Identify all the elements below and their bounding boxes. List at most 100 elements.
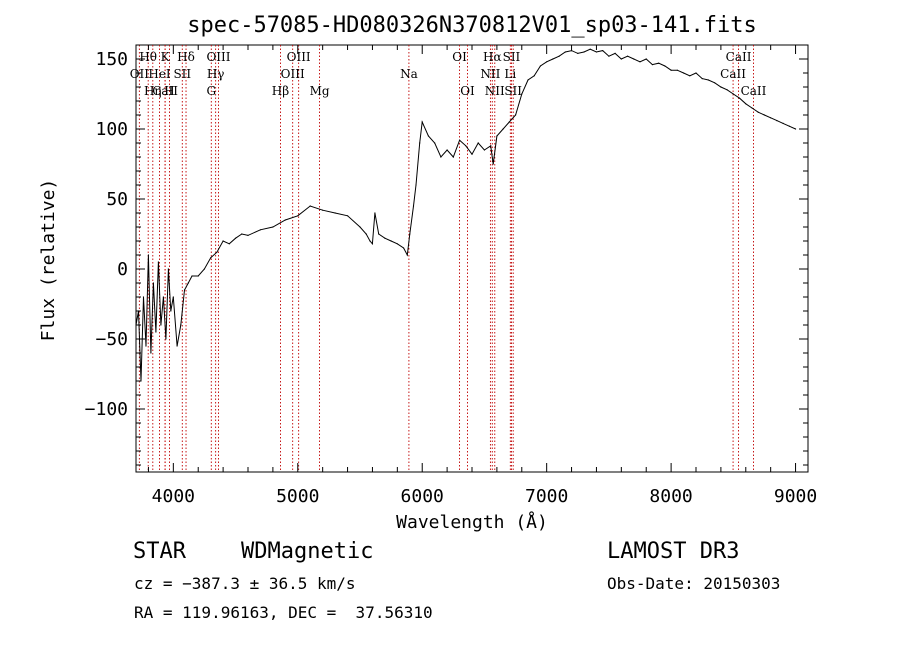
flux-point — [496, 135, 498, 137]
flux-point — [222, 240, 224, 242]
flux-point — [162, 296, 164, 298]
flux-point — [378, 233, 380, 235]
flux-point — [172, 296, 174, 298]
flux-point — [241, 233, 243, 235]
flux-point — [440, 156, 442, 158]
flux-point — [187, 282, 189, 284]
flux-point — [689, 75, 691, 77]
spectral-line-label: OI — [452, 50, 467, 64]
flux-point — [396, 243, 398, 245]
flux-point — [620, 58, 622, 60]
spectral-line-label: OII — [130, 67, 150, 81]
flux-point — [458, 139, 461, 141]
plot-frame — [135, 44, 809, 473]
flux-point — [776, 120, 778, 122]
chart-title: spec-57085-HD080326N370812V01_sp03-141.f… — [187, 13, 757, 38]
flux-point — [322, 209, 324, 211]
flux-point — [427, 135, 430, 137]
flux-point — [247, 234, 249, 236]
flux-point — [558, 55, 560, 57]
flux-point — [483, 149, 486, 151]
flux-point — [651, 64, 654, 66]
object-class: STAR — [133, 539, 186, 564]
flux-point — [157, 261, 159, 263]
flux-point — [564, 51, 566, 53]
flux-point — [794, 128, 797, 130]
flux-point — [602, 50, 604, 52]
flux-point — [570, 50, 573, 52]
spectral-line-label: HeI — [148, 67, 171, 81]
flux-point — [720, 86, 722, 88]
flux-point — [145, 345, 147, 347]
flux-point — [191, 275, 193, 277]
flux-point — [228, 243, 230, 245]
y-tick-label: −100 — [85, 399, 128, 420]
spectral-line-label: Hη — [144, 84, 162, 98]
flux-point — [552, 58, 554, 60]
flux-point — [434, 142, 436, 144]
y-axis-label: Flux (relative) — [38, 179, 59, 342]
x-axis-label: Wavelength (Å) — [396, 511, 548, 533]
flux-point — [508, 121, 510, 123]
flux-point — [670, 69, 672, 71]
flux-point — [452, 156, 454, 158]
spectral-line-label: CaII — [726, 50, 752, 64]
flux-point — [369, 240, 371, 242]
spectral-line-label: SII — [173, 67, 191, 81]
x-tick-label: 7000 — [525, 486, 568, 507]
flux-point — [533, 75, 535, 77]
axis-ticks: 4000 5000 6000 7000 8000 9000 −100 −50 0 50 100 150 — [85, 44, 817, 507]
flux-point — [788, 125, 790, 127]
flux-point — [402, 247, 405, 249]
spectral-line-label: NII — [480, 67, 500, 81]
y-tick-label: 50 — [106, 189, 128, 210]
spectral-line-label: Hβ — [272, 84, 289, 98]
flux-point — [577, 52, 579, 55]
y-tick-label: 0 — [117, 259, 128, 280]
flux-point — [346, 215, 349, 217]
flux-point — [639, 61, 641, 63]
flux-point — [150, 352, 152, 354]
flux-point — [176, 345, 178, 347]
flux-point — [406, 254, 408, 256]
x-tick-label: 4000 — [152, 486, 195, 507]
flux-point — [259, 229, 262, 231]
flux-point — [738, 97, 741, 99]
flux-point — [180, 324, 182, 326]
obs-date: Obs-Date: 20150303 — [607, 574, 781, 593]
spectral-line-label: Li — [504, 67, 516, 81]
flux-point — [583, 51, 585, 53]
flux-point — [714, 82, 716, 84]
flux-point — [390, 240, 392, 242]
flux-point — [160, 324, 162, 326]
flux-point — [374, 212, 376, 214]
flux-point — [334, 212, 336, 214]
flux-point — [726, 89, 728, 91]
flux-point — [210, 257, 212, 259]
spectral-line-label: CaII — [152, 84, 178, 98]
flux-point — [412, 205, 415, 207]
flux-series — [135, 48, 797, 382]
spectral-line-label: SII — [503, 50, 521, 64]
flux-point — [477, 142, 479, 144]
flux-point — [234, 237, 237, 239]
spectral-line-label: CaII — [720, 67, 746, 81]
survey-name: LAMOST DR3 — [607, 539, 740, 564]
flux-point — [272, 226, 274, 228]
x-tick-label: 5000 — [276, 486, 319, 507]
flux-point — [614, 52, 616, 55]
flux-point — [626, 55, 629, 57]
flux-point — [682, 72, 685, 74]
x-tick-label: 8000 — [649, 486, 692, 507]
x-tick-label: 9000 — [774, 486, 817, 507]
spectral-line-label: Na — [400, 67, 418, 81]
flux-point — [365, 233, 367, 235]
flux-point — [446, 149, 448, 151]
flux-point — [521, 93, 523, 95]
flux-point — [183, 289, 186, 291]
flux-point — [284, 219, 286, 221]
y-tick-label: 150 — [95, 49, 128, 70]
spectral-line-label: Hθ — [139, 50, 157, 64]
flux-point — [147, 254, 150, 256]
